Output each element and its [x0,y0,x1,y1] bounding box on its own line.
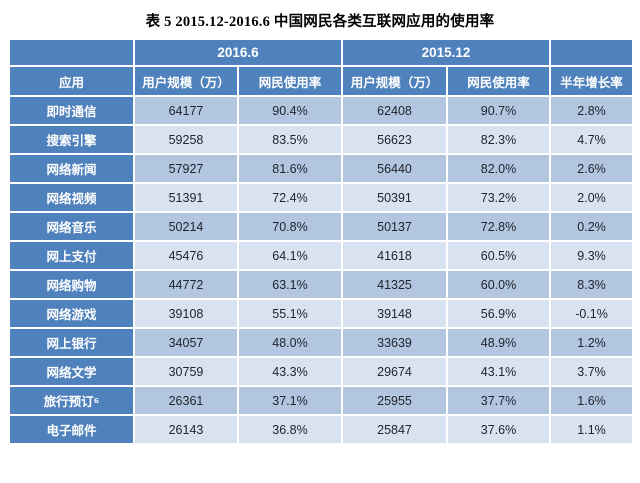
cell-usage-rate-2015: 73.2% [446,182,552,213]
cell-user-scale-2016: 45476 [133,240,239,271]
cell-usage-rate-2016: 90.4% [236,95,344,126]
cell-growth: 2.6% [549,153,635,184]
corner-cell-top-left [8,38,135,67]
table-row: 搜索引擎 59258 83.5% 56623 82.3% 4.7% [8,124,635,155]
cell-user-scale-2016: 57927 [133,153,239,184]
col-header-app: 应用 [8,65,135,97]
cell-usage-rate-2016: 72.4% [236,182,344,213]
cell-usage-rate-2016: 55.1% [236,298,344,329]
corner-cell-top-right [549,38,635,67]
cell-usage-rate-2015: 60.0% [446,269,552,300]
cell-user-scale-2016: 59258 [133,124,239,155]
cell-user-scale-2016: 44772 [133,269,239,300]
table-row: 网络购物 44772 63.1% 41325 60.0% 8.3% [8,269,635,300]
row-label: 网络购物 [8,269,135,300]
cell-usage-rate-2016: 83.5% [236,124,344,155]
row-label: 网络视频 [8,182,135,213]
cell-user-scale-2015: 56623 [341,124,449,155]
cell-usage-rate-2015: 82.3% [446,124,552,155]
table-row: 网络游戏 39108 55.1% 39148 56.9% -0.1% [8,298,635,329]
cell-growth: 9.3% [549,240,635,271]
cell-growth: 8.3% [549,269,635,300]
cell-usage-rate-2015: 60.5% [446,240,552,271]
table-row: 即时通信 64177 90.4% 62408 90.7% 2.8% [8,95,635,126]
period-header-2015: 2015.12 [341,38,552,67]
cell-user-scale-2015: 41325 [341,269,449,300]
cell-user-scale-2016: 26361 [133,385,239,416]
cell-growth: 1.2% [549,327,635,358]
cell-usage-rate-2015: 72.8% [446,211,552,242]
cell-user-scale-2015: 29674 [341,356,449,387]
cell-usage-rate-2016: 70.8% [236,211,344,242]
table-row: 网络音乐 50214 70.8% 50137 72.8% 0.2% [8,211,635,242]
cell-growth: 3.7% [549,356,635,387]
cell-usage-rate-2015: 43.1% [446,356,552,387]
cell-usage-rate-2015: 90.7% [446,95,552,126]
cell-user-scale-2015: 50137 [341,211,449,242]
cell-usage-rate-2016: 48.0% [236,327,344,358]
cell-usage-rate-2015: 48.9% [446,327,552,358]
col-header-rate-2016: 网民使用率 [236,65,344,97]
cell-user-scale-2015: 41618 [341,240,449,271]
row-label: 搜索引擎 [8,124,135,155]
table-row: 网络新闻 57927 81.6% 56440 82.0% 2.6% [8,153,635,184]
cell-user-scale-2016: 39108 [133,298,239,329]
table-row: 网络文学 30759 43.3% 29674 43.1% 3.7% [8,356,635,387]
cell-user-scale-2016: 50214 [133,211,239,242]
cell-growth: 1.6% [549,385,635,416]
cell-growth: 4.7% [549,124,635,155]
row-label: 电子邮件 [8,414,135,445]
cell-usage-rate-2016: 64.1% [236,240,344,271]
cell-user-scale-2015: 25847 [341,414,449,445]
cell-usage-rate-2016: 36.8% [236,414,344,445]
cell-user-scale-2015: 33639 [341,327,449,358]
cell-user-scale-2016: 34057 [133,327,239,358]
row-label: 网络游戏 [8,298,135,329]
cell-user-scale-2015: 39148 [341,298,449,329]
table-row: 旅行预订⁶ 26361 37.1% 25955 37.7% 1.6% [8,385,635,416]
cell-user-scale-2016: 26143 [133,414,239,445]
period-header-row: 2016.6 2015.12 [8,38,635,67]
row-label: 网上支付 [8,240,135,271]
cell-user-scale-2016: 51391 [133,182,239,213]
cell-usage-rate-2016: 63.1% [236,269,344,300]
table-row: 网上银行 34057 48.0% 33639 48.9% 1.2% [8,327,635,358]
cell-usage-rate-2015: 37.7% [446,385,552,416]
cell-usage-rate-2015: 37.6% [446,414,552,445]
cell-usage-rate-2015: 82.0% [446,153,552,184]
col-header-growth: 半年增长率 [549,65,635,97]
table-row: 网上支付 45476 64.1% 41618 60.5% 9.3% [8,240,635,271]
cell-growth: 2.0% [549,182,635,213]
cell-usage-rate-2016: 37.1% [236,385,344,416]
row-label: 旅行预订⁶ [8,385,135,416]
row-label: 即时通信 [8,95,135,126]
usage-table: 2016.6 2015.12 应用 用户规模（万） 网民使用率 用户规模（万） … [8,38,635,445]
cell-user-scale-2015: 25955 [341,385,449,416]
table-caption: 表 5 2015.12-2016.6 中国网民各类互联网应用的使用率 [145,14,495,30]
row-label: 网上银行 [8,327,135,358]
col-header-rate-2015: 网民使用率 [446,65,552,97]
row-label: 网络文学 [8,356,135,387]
cell-user-scale-2015: 50391 [341,182,449,213]
table-row: 电子邮件 26143 36.8% 25847 37.6% 1.1% [8,414,635,445]
table-row: 网络视频 51391 72.4% 50391 73.2% 2.0% [8,182,635,213]
cell-usage-rate-2015: 56.9% [446,298,552,329]
col-header-scale-2015: 用户规模（万） [341,65,449,97]
col-header-scale-2016: 用户规模（万） [133,65,239,97]
cell-usage-rate-2016: 43.3% [236,356,344,387]
cell-growth: -0.1% [549,298,635,329]
row-label: 网络音乐 [8,211,135,242]
cell-user-scale-2016: 64177 [133,95,239,126]
period-header-2016: 2016.6 [132,38,344,67]
cell-growth: 2.8% [549,95,635,126]
cell-growth: 0.2% [549,211,635,242]
cell-user-scale-2016: 30759 [133,356,239,387]
cell-user-scale-2015: 62408 [341,95,449,126]
row-label: 网络新闻 [8,153,135,184]
cell-growth: 1.1% [549,414,635,445]
cell-usage-rate-2016: 81.6% [236,153,344,184]
cell-user-scale-2015: 56440 [341,153,449,184]
column-header-row: 应用 用户规模（万） 网民使用率 用户规模（万） 网民使用率 半年增长率 [8,65,635,97]
